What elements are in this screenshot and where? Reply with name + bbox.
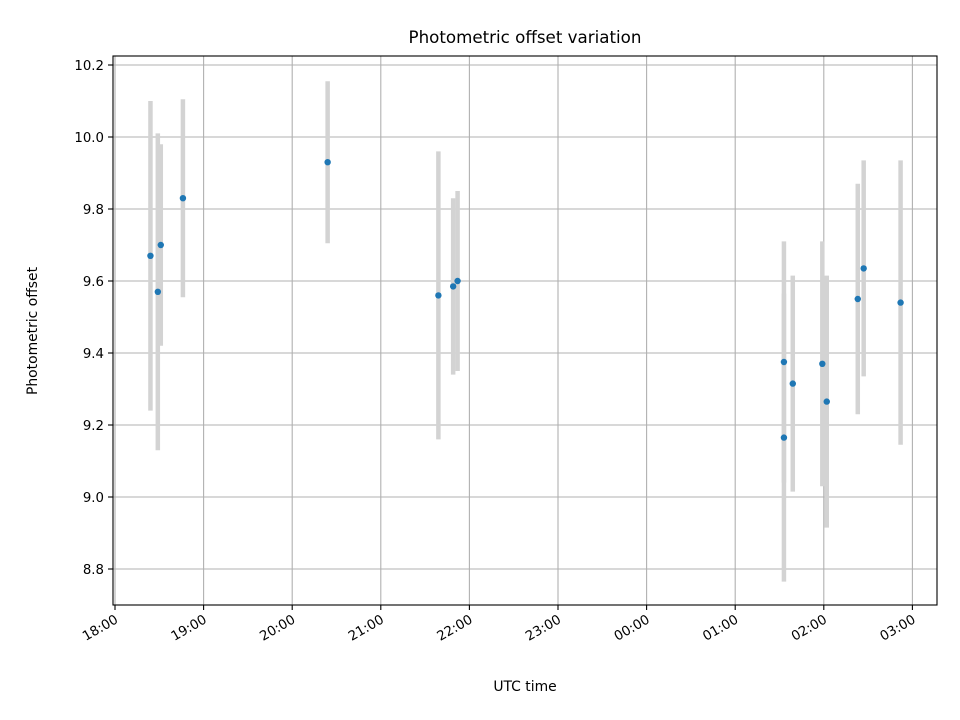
data-point bbox=[860, 265, 867, 272]
data-point bbox=[897, 299, 904, 306]
data-point bbox=[780, 434, 788, 441]
data-point bbox=[819, 360, 826, 367]
y-axis: 8.8 9.0 9.2 9.4 9.6 9.8 10.0 10.2 bbox=[74, 59, 113, 578]
data-point bbox=[454, 277, 461, 285]
data-point bbox=[854, 295, 861, 303]
x-axis-label: UTC time bbox=[493, 679, 556, 695]
data-point bbox=[449, 283, 457, 290]
y-tick-label: 9.6 bbox=[83, 275, 104, 290]
plot-frame bbox=[112, 55, 938, 606]
data-points bbox=[147, 159, 904, 441]
y-tick-label: 9.2 bbox=[83, 419, 104, 434]
data-point bbox=[435, 292, 442, 299]
data-point bbox=[823, 398, 830, 405]
data-point bbox=[154, 288, 162, 295]
y-tick-label: 8.8 bbox=[83, 563, 104, 578]
data-point bbox=[157, 241, 164, 249]
chart-title: Photometric offset variation bbox=[409, 27, 642, 47]
y-tick-label: 9.4 bbox=[83, 347, 104, 362]
data-point bbox=[179, 195, 187, 202]
data-point bbox=[789, 380, 796, 387]
y-tick-label: 9.8 bbox=[83, 203, 104, 218]
data-point bbox=[324, 159, 331, 166]
data-point bbox=[147, 252, 154, 259]
y-axis-label: Photometric offset bbox=[25, 266, 41, 395]
y-tick-label: 9.0 bbox=[83, 491, 104, 506]
y-tick-label: 10.2 bbox=[74, 59, 104, 74]
y-tick-label: 10.0 bbox=[74, 131, 104, 146]
data-point bbox=[780, 358, 788, 366]
grid bbox=[113, 56, 937, 605]
